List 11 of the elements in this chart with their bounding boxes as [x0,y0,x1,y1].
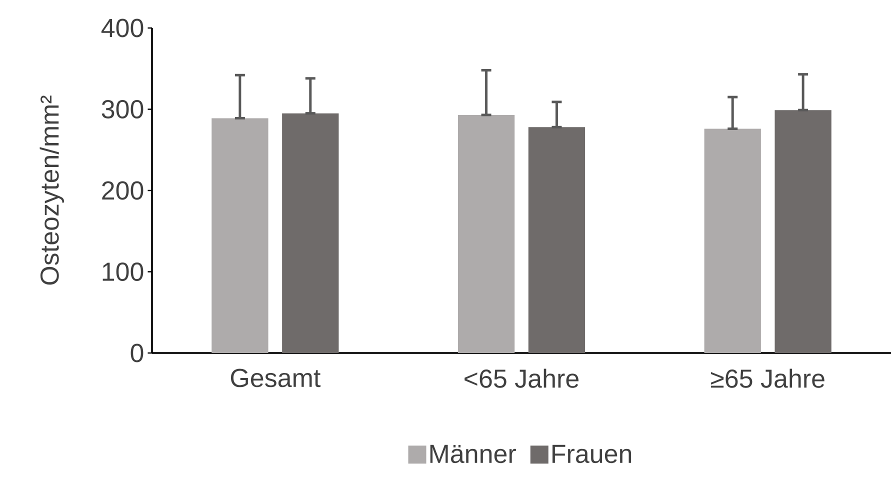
y-tick-label: 100 [102,262,144,281]
x-tick-label: Gesamt [230,368,320,388]
y-tick-label: 0 [130,344,144,362]
x-tick-label: ≥65 Jahre [710,368,824,388]
legend-label: Frauen [552,444,632,464]
x-tick-label: <65 Jahre [464,368,578,388]
legend-label: Männer [430,444,516,464]
y-tick-label: 300 [102,100,144,118]
y-tick-label: 200 [102,181,144,200]
y-tick-label: 400 [101,18,144,38]
y-axis-title: Osteozyten/mm² [40,96,64,285]
